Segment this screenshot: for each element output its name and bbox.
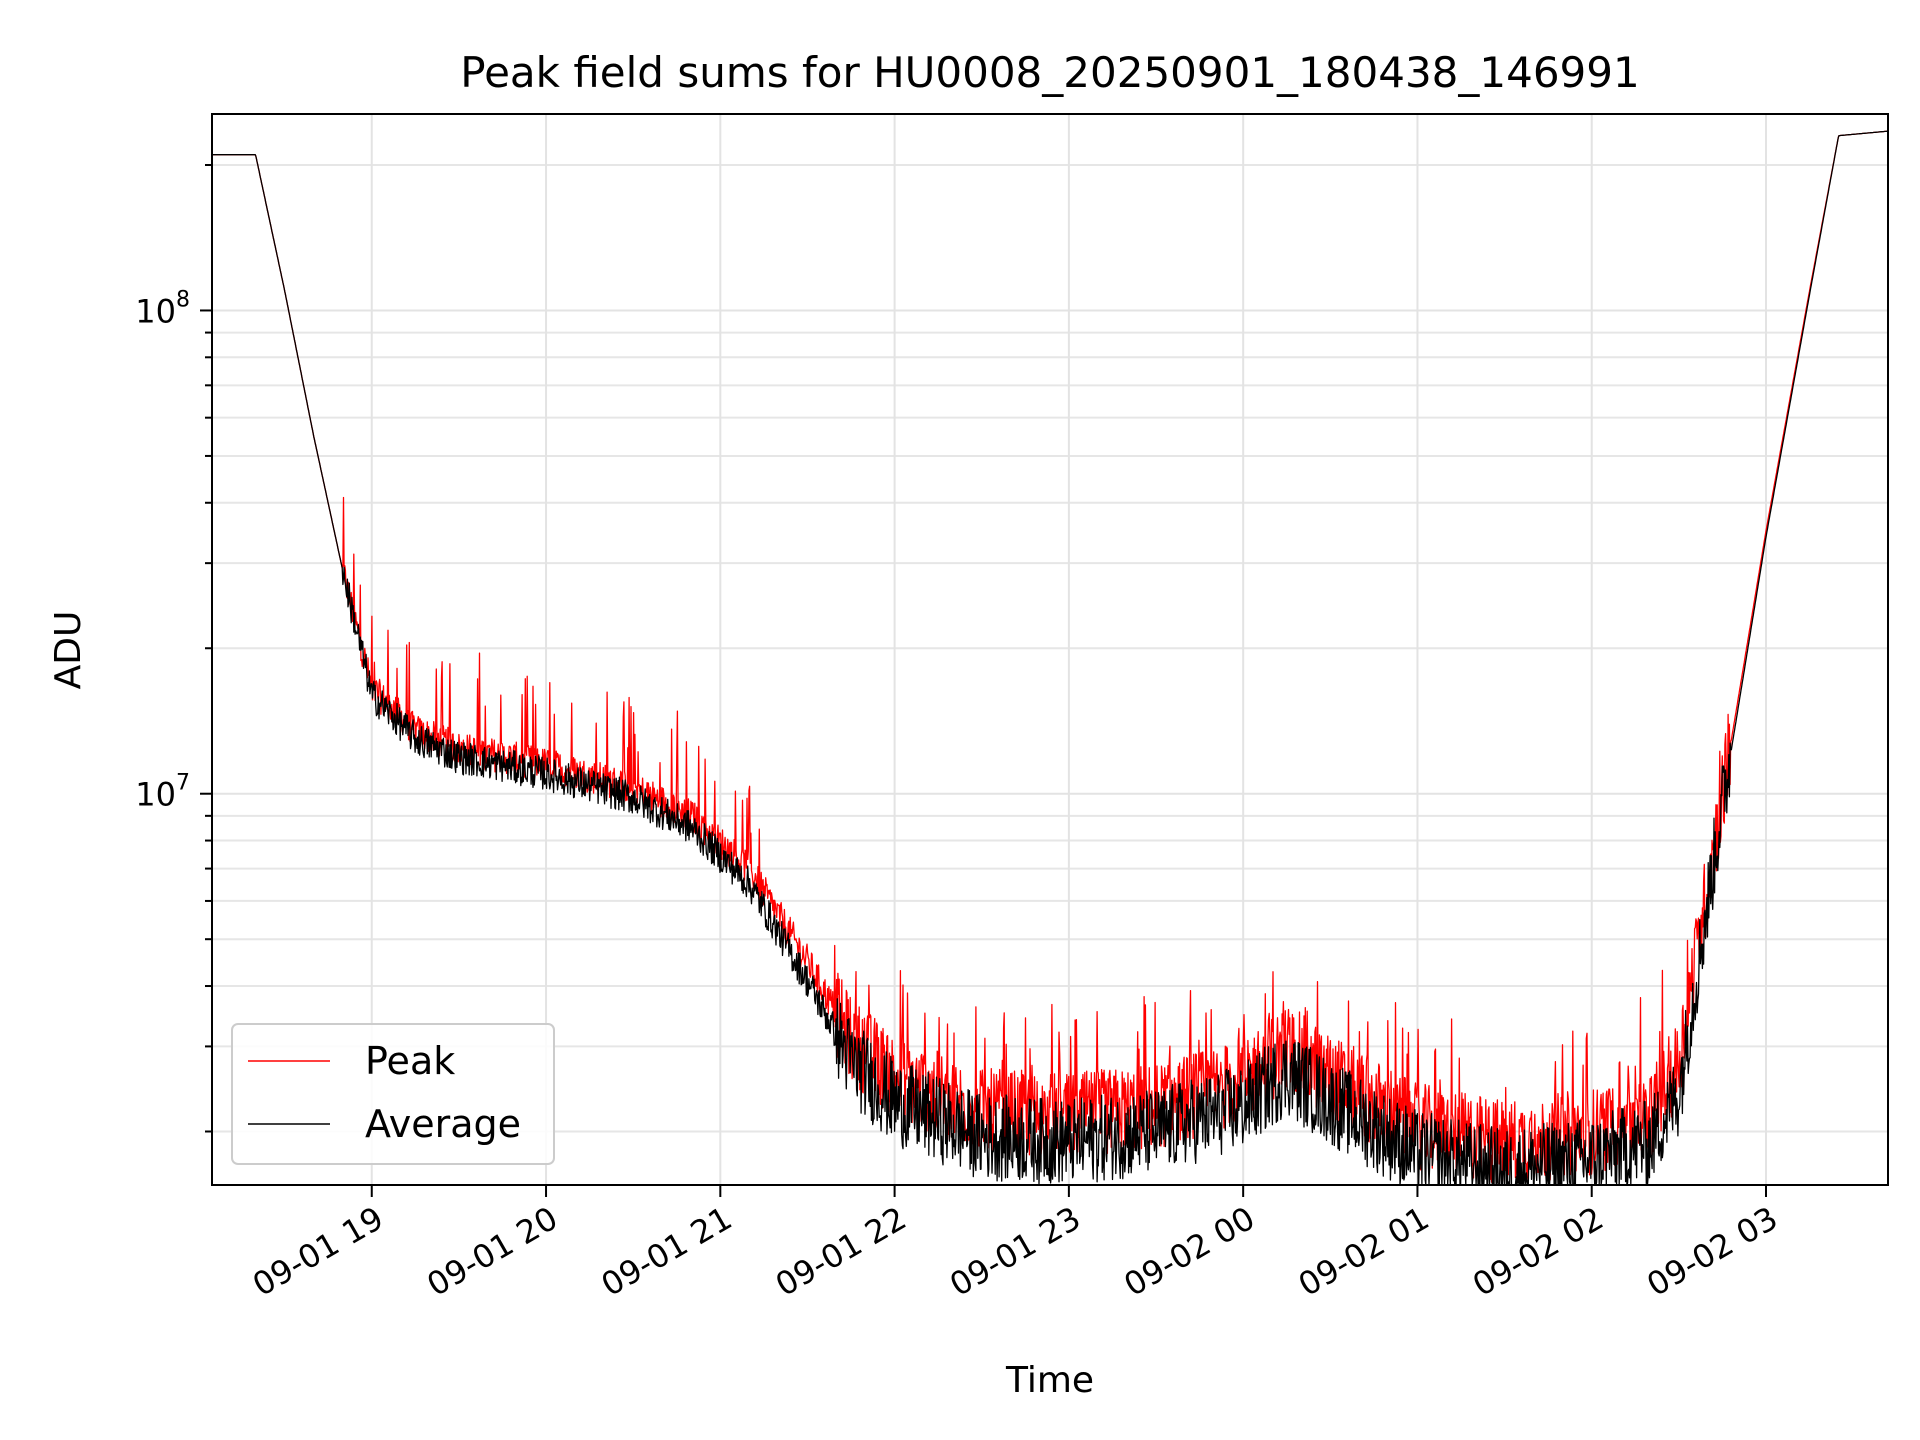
legend: Peak Average (231, 1023, 555, 1165)
series-line-average (211, 130, 1889, 1186)
grid (212, 114, 1888, 1185)
plot-frame (211, 113, 1889, 1186)
y-tick-label: 108 (135, 287, 190, 330)
y-tick-label: 107 (135, 771, 190, 814)
series-layer (211, 130, 1889, 1186)
series-line-peak (211, 130, 1889, 1183)
y-axis-label: ADU (48, 611, 89, 690)
legend-box (231, 1023, 555, 1165)
legend-label-peak: Peak (365, 1039, 455, 1083)
chart-title: Peak field sums for HU0008_20250901_1804… (460, 48, 1639, 97)
legend-label-average: Average (365, 1102, 521, 1146)
x-axis-label: Time (1005, 1360, 1094, 1401)
y-ticks: 107 108 (135, 163, 212, 1133)
